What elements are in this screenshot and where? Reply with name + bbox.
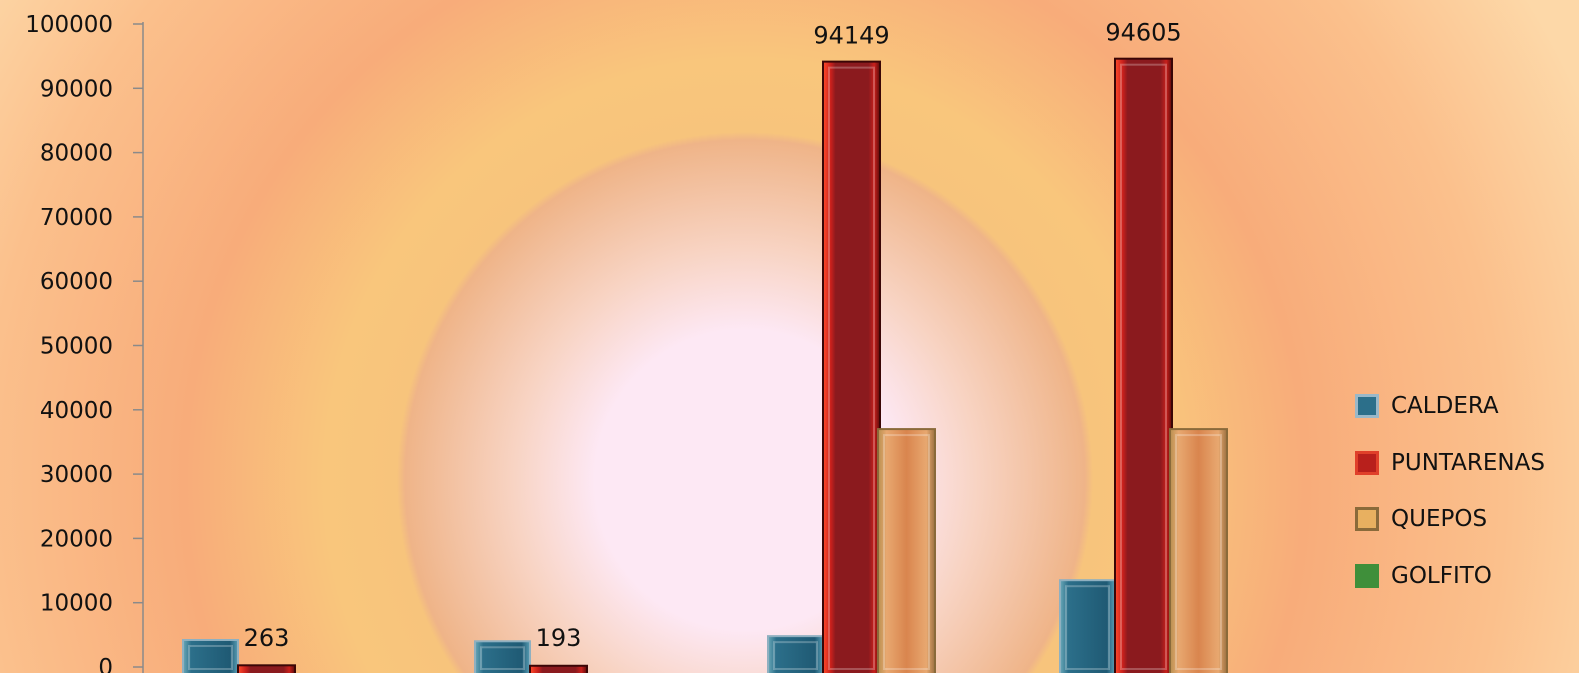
y-tick-label: 70000 <box>40 205 113 231</box>
data-labels: 263 193 94149 94605 <box>244 19 1182 652</box>
y-tick-label: 90000 <box>40 76 113 102</box>
legend-label-caldera: CALDERA <box>1391 393 1499 420</box>
bar-bevel-quepos-4 <box>1175 434 1222 670</box>
y-tick-label: 10000 <box>40 591 113 617</box>
data-label: 94149 <box>813 22 889 50</box>
bar-bevel-caldera-2 <box>480 646 525 671</box>
y-tick-label: 40000 <box>40 398 113 424</box>
legend-item-caldera: CALDERA <box>1355 378 1577 435</box>
legend-swatch-golfito <box>1355 563 1379 588</box>
y-tick-label: 0 <box>98 655 113 673</box>
bar-puntarenas-1 <box>237 664 296 673</box>
bars <box>182 57 1228 673</box>
bar-bevel-quepos-3 <box>883 434 930 670</box>
legend-item-golfito: GOLFITO <box>1355 548 1577 605</box>
bar-quepos-4 <box>1169 428 1228 673</box>
bar-quepos-3 <box>877 428 936 673</box>
y-tick-label: 20000 <box>40 526 113 552</box>
legend-swatch-puntarenas <box>1355 450 1379 475</box>
bar-bevel-caldera-4 <box>1065 585 1110 671</box>
y-tick-label: 100000 <box>25 12 113 38</box>
y-tick-label: 60000 <box>40 269 113 295</box>
y-tick-label: 80000 <box>40 141 113 167</box>
legend: CALDERA PUNTARENAS QUEPOS GOLFITO <box>1355 378 1577 604</box>
bar-puntarenas-2 <box>529 664 588 673</box>
legend-swatch-caldera <box>1355 394 1379 419</box>
data-label: 263 <box>244 624 290 652</box>
y-axis: 0 10000 20000 30000 40000 50000 60000 70000 8000… <box>25 12 144 673</box>
bar-puntarenas-4 <box>1114 57 1173 673</box>
data-label: 193 <box>536 624 582 652</box>
bar-puntarenas-3 <box>822 60 881 673</box>
y-tick-label: 50000 <box>40 334 113 360</box>
bar-caldera-4 <box>1059 579 1116 673</box>
legend-item-puntarenas: PUNTARENAS <box>1355 435 1577 492</box>
bar-bevel-caldera-3 <box>773 641 818 670</box>
legend-swatch-quepos <box>1355 507 1379 532</box>
legend-label-golfito: GOLFITO <box>1391 562 1492 589</box>
y-tick-label: 30000 <box>40 462 113 488</box>
legend-label-quepos: QUEPOS <box>1391 506 1488 533</box>
bar-bevel-puntarenas-3 <box>828 66 875 670</box>
data-label: 94605 <box>1105 19 1181 47</box>
bar-caldera-1 <box>182 638 239 673</box>
bar-bevel-caldera-1 <box>188 644 233 671</box>
bar-caldera-2 <box>474 640 531 673</box>
bar-bevel-puntarenas-4 <box>1120 63 1167 670</box>
legend-item-quepos: QUEPOS <box>1355 491 1577 548</box>
legend-label-puntarenas: PUNTARENAS <box>1391 449 1545 476</box>
